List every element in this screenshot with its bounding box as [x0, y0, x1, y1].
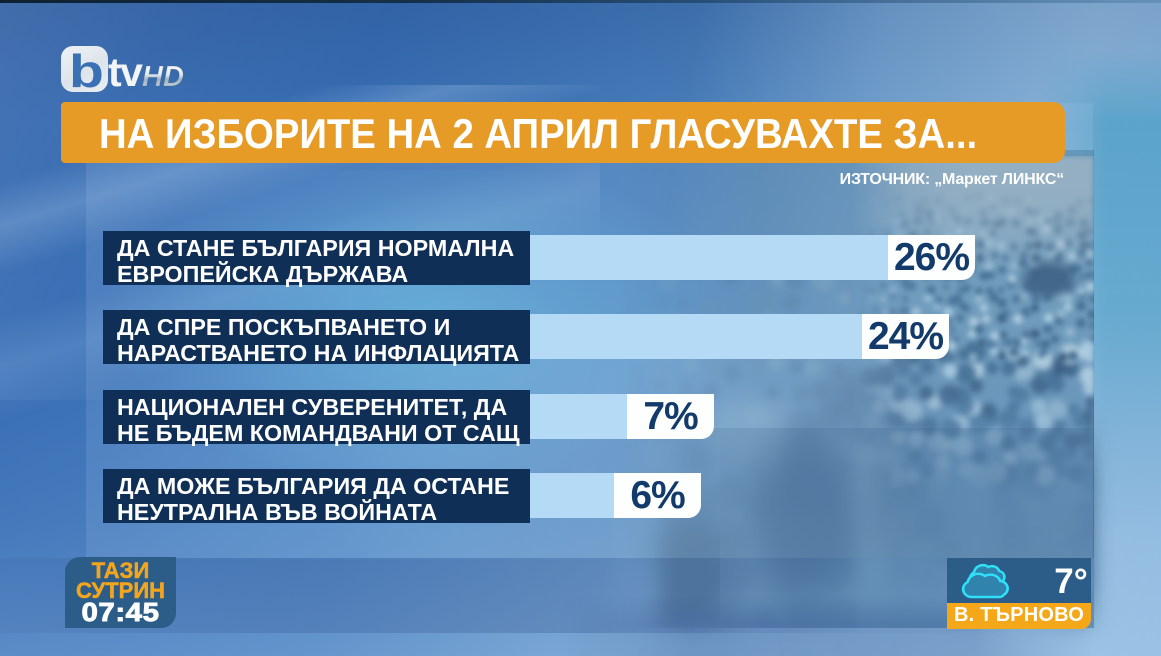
svg-text:HD: HD — [142, 61, 184, 90]
